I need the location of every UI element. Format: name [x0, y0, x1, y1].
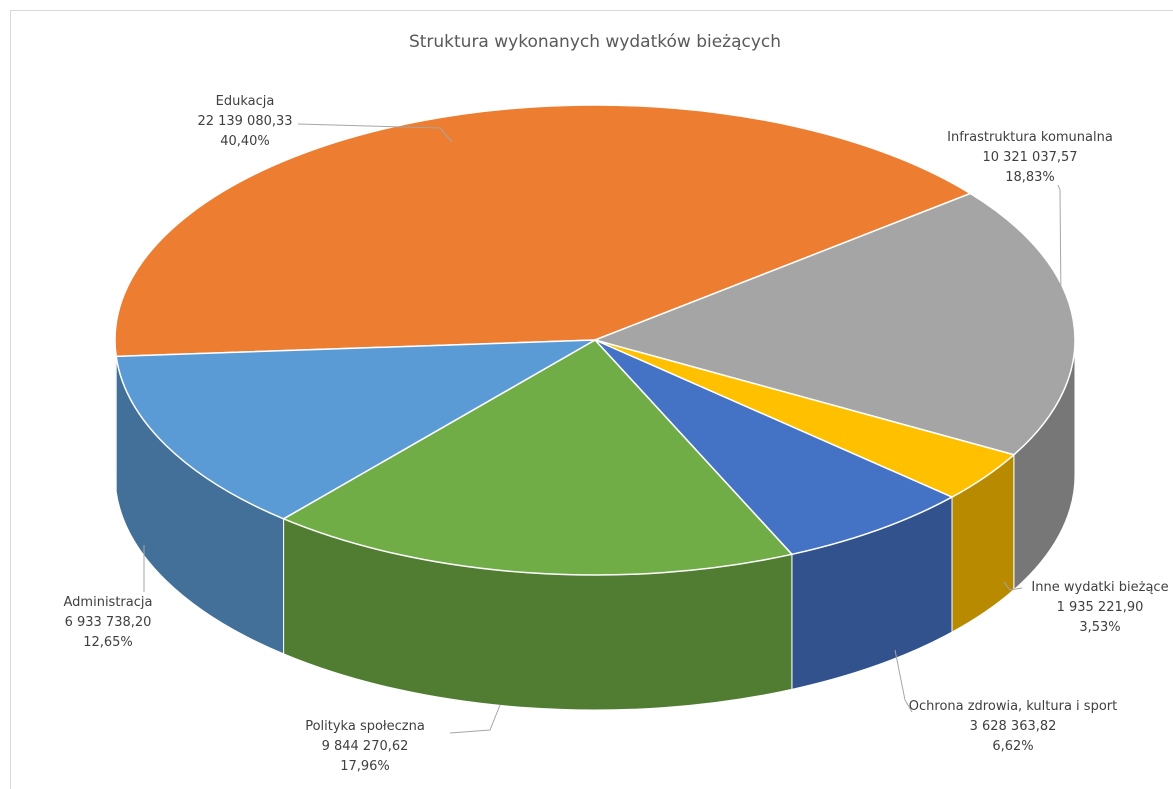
label-percent: 17,96%: [340, 759, 390, 774]
label-value: 22 139 080,33: [197, 114, 293, 129]
data-label: Ochrona zdrowia, kultura i sport 3 628 36…: [906, 697, 1121, 757]
label-name: Infrastruktura komunalna: [947, 130, 1113, 145]
label-percent: 6,62%: [992, 739, 1034, 754]
data-label: Infrastruktura komunalna 10 321 037,57 18,…: [920, 128, 1140, 188]
leader-line: [449, 704, 501, 734]
leader-line: [297, 123, 453, 143]
label-name: Inne wydatki bieżące: [1031, 580, 1169, 595]
data-label: Inne wydatki bieżące 1 935 221,90 3,53%: [1015, 578, 1173, 638]
pie-sides: [114, 339, 1076, 711]
label-percent: 18,83%: [1005, 170, 1055, 185]
label-value: 10 321 037,57: [982, 150, 1078, 165]
data-label: Administracja 6 933 738,20 12,65%: [28, 593, 188, 653]
pie-slice: [114, 104, 972, 358]
leader-line: [1057, 184, 1062, 306]
label-percent: 3,53%: [1079, 620, 1121, 635]
data-label: Edukacja 22 139 080,33 40,40%: [145, 92, 345, 152]
leader-lines: [143, 123, 1062, 734]
data-label: Polityka społeczna 9 844 270,62 17,96%: [265, 717, 465, 777]
pie-slice: [594, 339, 954, 556]
pie-tops: [114, 104, 1076, 576]
label-name: Edukacja: [215, 94, 275, 109]
leader-line: [1003, 581, 1023, 591]
label-name: Polityka społeczna: [305, 719, 425, 734]
pie-slice: [592, 192, 1076, 456]
label-name: Ochrona zdrowia, kultura i sport: [908, 699, 1118, 714]
label-value: 1 935 221,90: [1056, 600, 1144, 615]
label-percent: 40,40%: [220, 134, 270, 149]
label-percent: 12,65%: [83, 635, 133, 650]
pie-slice: [281, 339, 794, 576]
label-value: 6 933 738,20: [64, 615, 152, 630]
chart-border: [10, 10, 1173, 789]
label-name: Administracja: [63, 595, 153, 610]
pie-slice: [115, 339, 596, 520]
label-value: 9 844 270,62: [321, 739, 409, 754]
leader-line: [894, 649, 913, 713]
chart-title: Struktura wykonanych wydatków bieżących: [409, 32, 781, 52]
label-value: 3 628 363,82: [969, 719, 1057, 734]
